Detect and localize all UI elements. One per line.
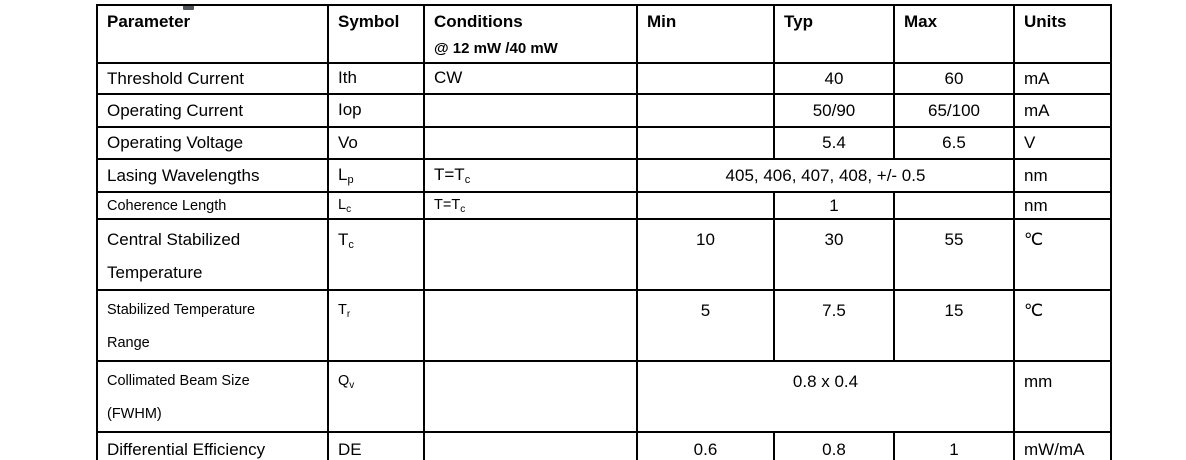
cell-conditions: T=Tc (423, 158, 638, 193)
cell-units: mm (1013, 360, 1112, 433)
cell-typ: 1 (773, 191, 895, 220)
cell-conditions (423, 360, 638, 433)
symbol-base: Ith (338, 68, 357, 87)
cell-symbol: Tc (327, 218, 425, 291)
table-row-central-stabilized-temperature: Central Stabilized Temperature Tc 10 30 … (96, 218, 1112, 291)
spec-table: Parameter Symbol Conditions @ 12 mW /40 … (96, 4, 1112, 460)
symbol-subscript: c (346, 203, 352, 215)
condition-base: T=T (434, 165, 465, 184)
cell-min: 5 (636, 289, 775, 362)
col-header-conditions: Conditions @ 12 mW /40 mW (423, 4, 638, 64)
cell-typ: 7.5 (773, 289, 895, 362)
cell-units: mA (1013, 62, 1112, 95)
cell-max: 1 (893, 431, 1015, 460)
cell-units: nm (1013, 158, 1112, 193)
table-row-threshold-current: Threshold Current Ith CW 40 60 mA (96, 62, 1112, 95)
cell-units: mA (1013, 93, 1112, 128)
cell-parameter: Stabilized Temperature Range (96, 289, 329, 362)
symbol-base: Iop (338, 100, 362, 119)
symbol-base: L (338, 196, 347, 213)
table-row-stabilized-temperature-range: Stabilized Temperature Range Tr 5 7.5 15… (96, 289, 1112, 362)
cell-units: V (1013, 126, 1112, 160)
cell-units: nm (1013, 191, 1112, 220)
cell-typ: 0.8 (773, 431, 895, 460)
cell-conditions (423, 289, 638, 362)
cell-min (636, 126, 775, 160)
col-header-min: Min (636, 4, 775, 64)
table-row-lasing-wavelengths: Lasing Wavelengths Lp T=Tc 405, 406, 407… (96, 158, 1112, 193)
cell-typ: 40 (773, 62, 895, 95)
cell-symbol: Lp (327, 158, 425, 193)
conditions-label: Conditions (434, 12, 523, 31)
cell-min: 0.6 (636, 431, 775, 460)
cell-max: 65/100 (893, 93, 1015, 128)
cell-min (636, 191, 775, 220)
cell-conditions (423, 126, 638, 160)
table-row-operating-current: Operating Current Iop 50/90 65/100 mA (96, 93, 1112, 128)
cell-min (636, 62, 775, 95)
cell-typ: 5.4 (773, 126, 895, 160)
symbol-subscript: v (349, 380, 355, 391)
condition-subscript: c (464, 174, 471, 186)
condition-subscript: c (460, 203, 466, 215)
symbol-subscript: p (347, 174, 354, 186)
cell-symbol: Ith (327, 62, 425, 95)
symbol-subscript: r (346, 309, 351, 320)
cell-typ: 30 (773, 218, 895, 291)
cell-symbol: Lc (327, 191, 425, 220)
symbol-base: Vo (338, 132, 358, 152)
cell-parameter: Operating Voltage (96, 126, 329, 160)
cell-max: 15 (893, 289, 1015, 362)
cell-units: mW/mA (1013, 431, 1112, 460)
cell-conditions (423, 218, 638, 291)
cell-merged-value: 0.8 x 0.4 (636, 360, 1015, 433)
cell-parameter: Differential Efficiency (96, 431, 329, 460)
symbol-base: T (338, 230, 349, 249)
table-row-operating-voltage: Operating Voltage Vo 5.4 6.5 V (96, 126, 1112, 160)
condition-base: CW (434, 68, 463, 87)
cell-min (636, 93, 775, 128)
cell-max: 60 (893, 62, 1015, 95)
cell-merged-value: 405, 406, 407, 408, +/- 0.5 (636, 158, 1015, 193)
col-header-typ: Typ (773, 4, 895, 64)
table-row-differential-efficiency: Differential Efficiency DE 0.6 0.8 1 mW/… (96, 431, 1112, 460)
cell-parameter: Operating Current (96, 93, 329, 128)
symbol-subscript: c (348, 239, 354, 251)
cell-units: ℃ (1013, 218, 1112, 291)
condition-base: T=T (434, 196, 461, 213)
symbol-base: T (338, 302, 347, 318)
cell-conditions (423, 431, 638, 460)
symbol-base: L (338, 165, 348, 184)
col-header-parameter: Parameter (96, 4, 329, 64)
cell-parameter: Coherence Length (96, 191, 329, 220)
cell-symbol: Tr (327, 289, 425, 362)
cell-max: 55 (893, 218, 1015, 291)
cell-symbol: DE (327, 431, 425, 460)
symbol-base: DE (338, 439, 362, 459)
cell-min: 10 (636, 218, 775, 291)
header-row: Parameter Symbol Conditions @ 12 mW /40 … (96, 4, 1112, 64)
col-header-max: Max (893, 4, 1015, 64)
cell-symbol: Qv (327, 360, 425, 433)
cell-parameter: Central Stabilized Temperature (96, 218, 329, 291)
table-row-collimated-beam-size: Collimated Beam Size (FWHM) Qv 0.8 x 0.4… (96, 360, 1112, 433)
col-header-symbol: Symbol (327, 4, 425, 64)
cell-typ: 50/90 (773, 93, 895, 128)
cell-parameter: Threshold Current (96, 62, 329, 95)
cell-max: 6.5 (893, 126, 1015, 160)
cell-max (893, 191, 1015, 220)
cell-units: ℃ (1013, 289, 1112, 362)
cell-conditions (423, 93, 638, 128)
table-row-coherence-length: Coherence Length Lc T=Tc 1 nm (96, 191, 1112, 220)
cell-symbol: Iop (327, 93, 425, 128)
conditions-subtitle: @ 12 mW /40 mW (434, 40, 558, 57)
cell-parameter: Collimated Beam Size (FWHM) (96, 360, 329, 433)
symbol-base: Q (338, 373, 350, 389)
cell-parameter: Lasing Wavelengths (96, 158, 329, 193)
cell-symbol: Vo (327, 126, 425, 160)
col-header-units: Units (1013, 4, 1112, 64)
cell-conditions: T=Tc (423, 191, 638, 220)
cell-conditions: CW (423, 62, 638, 95)
